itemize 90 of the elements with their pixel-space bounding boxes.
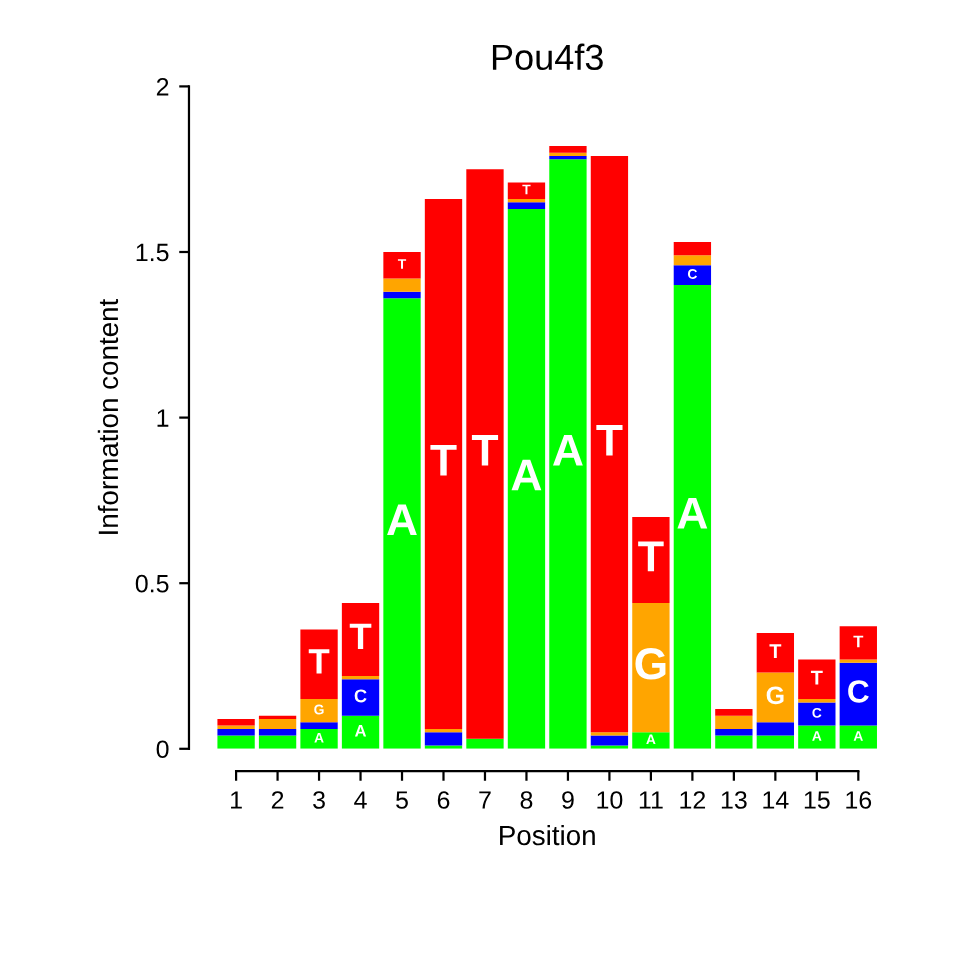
bar [217,728,255,736]
text: T [853,635,864,648]
y-tick-label: 0.5 [135,574,169,593]
chart-title: Pou4f3 [492,43,603,71]
bar [756,672,795,723]
text: T [349,623,372,649]
x-tick-label: 11 [639,791,663,809]
bar [300,629,338,700]
bar [673,285,712,749]
bar [590,155,629,733]
bar [590,735,629,746]
bar [507,208,546,749]
bar [839,662,877,726]
bar [424,199,463,729]
bar [839,626,877,660]
bar [300,722,338,729]
bar [756,632,795,673]
bar [549,159,587,749]
text: T [638,541,664,572]
bar [673,265,712,286]
text: T [308,649,330,674]
text: A [511,459,542,491]
x-tick-label: 2 [271,791,284,809]
bar [798,702,836,726]
bar [715,735,753,749]
bar [300,728,338,749]
bar [632,732,670,749]
y-tick-label: 1.5 [136,243,169,262]
bar [632,516,670,604]
text: T [596,425,623,456]
series-label: G [635,648,666,680]
y-tick-label: 0 [156,740,169,759]
bar [258,728,297,736]
bar [715,709,753,716]
text: A [553,434,583,466]
bar [383,278,421,292]
bar [673,255,712,266]
x-tick-label: 1 [231,791,242,809]
text: A [677,497,708,529]
bar [341,679,380,716]
x-tick-label: 3 [313,791,325,809]
bar [217,735,255,749]
bar [341,715,380,749]
bar [756,722,795,736]
text: T [810,670,823,685]
bar [507,202,546,209]
bar [258,718,297,729]
text: C [354,689,367,703]
bar [839,725,877,749]
x-tick-label: 15 [804,791,830,809]
bar [715,715,753,729]
text: T [430,444,457,476]
x-tick-label: 16 [846,791,872,809]
bar [673,242,712,256]
bar [632,603,670,733]
x-tick-label: 6 [437,791,450,809]
x-tick-label: 14 [763,791,789,809]
bar [507,182,546,200]
bar [798,659,836,700]
x-tick-label: 4 [354,791,367,809]
x-tick-label: 5 [396,791,408,809]
text: T [769,644,782,658]
text: C [848,680,869,703]
bar [715,728,753,736]
text: A [354,725,367,737]
bar [383,298,421,749]
bar [466,169,504,739]
bar [756,735,795,749]
bar [300,699,338,723]
x-tick-label: 10 [597,791,623,809]
y-tick-label: 1 [157,409,169,427]
text: T [471,434,499,466]
bar [258,735,297,749]
bar [466,738,504,749]
x-tick-label: 13 [721,791,747,809]
bar [549,146,587,153]
x-tick-label: 8 [520,791,533,809]
bar [424,732,463,746]
bar [383,252,421,279]
bar [383,291,421,299]
y-tick-label: 2 [156,78,169,96]
bar [341,603,380,676]
x-tick-label: 12 [680,791,706,809]
x-tick-label: 9 [562,791,574,809]
text: A [387,504,417,536]
bar [217,718,255,726]
x-axis-title: Position [500,824,595,846]
y-axis-title: Information content [97,298,119,534]
x-tick-label: 7 [479,791,491,809]
text: G [766,686,784,705]
